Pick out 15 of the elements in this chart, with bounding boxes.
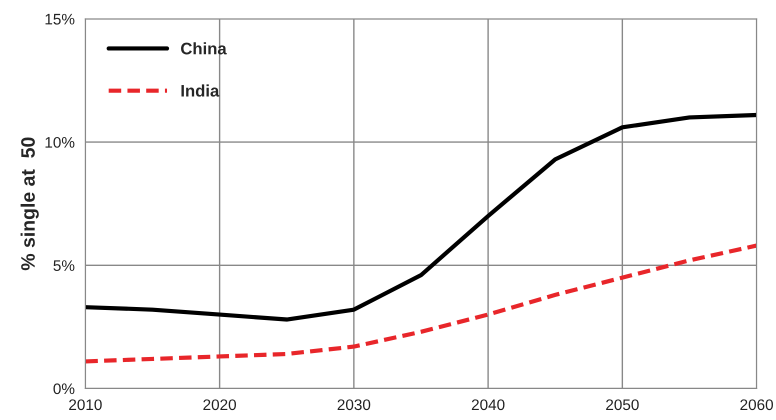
y-tick-label: 0%	[53, 383, 74, 394]
legend-label: India	[181, 84, 220, 97]
line-series	[85, 112, 757, 322]
x-tick-label: 2060	[740, 399, 773, 410]
x-tick-label: 2050	[606, 399, 639, 410]
y-tick-label: 5%	[53, 260, 74, 271]
x-tick-label: 2020	[203, 399, 236, 410]
line-series	[85, 244, 757, 364]
y-tick-label: 10%	[46, 136, 74, 148]
y-axis-title: % single at 50	[20, 137, 39, 270]
y-tick-label: 15%	[46, 14, 74, 25]
x-tick-label: 2040	[472, 399, 504, 410]
x-tick-label: 2010	[69, 399, 102, 410]
x-tick-label: 2030	[338, 399, 370, 410]
legend-label: China	[181, 42, 227, 54]
